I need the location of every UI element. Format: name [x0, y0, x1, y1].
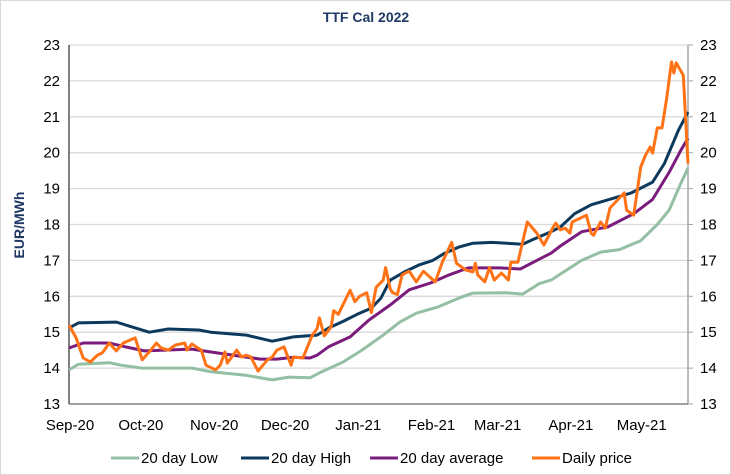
legend-label: 20 day High — [271, 450, 351, 467]
legend-item: 20 day average — [370, 450, 503, 467]
y-tick-label: 19 — [43, 181, 60, 198]
series-lines — [67, 60, 690, 382]
secondary-y-tick-label: 13 — [700, 396, 717, 413]
secondary-y-tick-label: 20 — [700, 145, 717, 162]
secondary-y-tick-label: 16 — [700, 288, 717, 305]
x-tick-label: May-21 — [617, 417, 667, 434]
x-tick-label: Dec-20 — [261, 417, 309, 434]
series-line-daily-price — [67, 60, 690, 373]
y-tick-label: 20 — [43, 145, 60, 162]
y-tick-label: 22 — [43, 73, 60, 90]
y-tick-label: 15 — [43, 324, 60, 341]
y-tick-label: 23 — [43, 37, 60, 54]
chart-title: TTF Cal 2022 — [323, 9, 410, 25]
legend: 20 day Low 20 day High 20 day average Daily… — [111, 450, 632, 467]
x-tick-label: Nov-20 — [190, 417, 238, 434]
legend-label: 20 day Low — [141, 450, 218, 467]
legend-item: Daily price — [532, 450, 632, 467]
y-tick-label: 17 — [43, 252, 60, 269]
axes: 13 14 15 16 17 18 19 20 21 22 23 13 14 15 16 17 18 19 20 21… — [43, 37, 716, 434]
y-tick-label: 13 — [43, 396, 60, 413]
series-line-20-day-average — [68, 137, 690, 361]
y-tick-label: 14 — [43, 360, 60, 377]
y-tick-label: 21 — [43, 109, 60, 126]
x-tick-label: Feb-21 — [408, 417, 456, 434]
gridlines — [69, 44, 688, 369]
series-line-20-day-high — [68, 111, 690, 343]
y-tick-label: 18 — [43, 217, 60, 234]
secondary-y-tick-label: 21 — [700, 109, 717, 126]
secondary-y-tick-label: 22 — [700, 73, 717, 90]
y-axis-label: EUR/MWh — [11, 192, 27, 259]
y-tick-label: 16 — [43, 288, 60, 305]
x-tick-label: Apr-21 — [548, 417, 593, 434]
series-line-20-day-low — [68, 167, 690, 382]
secondary-y-tick-label: 19 — [700, 181, 717, 198]
secondary-y-tick-label: 23 — [700, 37, 717, 54]
x-tick-label: Sep-20 — [46, 417, 94, 434]
x-tick-label: Mar-21 — [474, 417, 522, 434]
legend-label: Daily price — [562, 450, 632, 467]
secondary-y-tick-label: 17 — [700, 252, 717, 269]
x-tick-label: Oct-20 — [118, 417, 163, 434]
legend-item: 20 day High — [241, 450, 351, 467]
secondary-y-tick-label: 18 — [700, 217, 717, 234]
secondary-y-tick-label: 14 — [700, 360, 717, 377]
legend-label: 20 day average — [400, 450, 503, 467]
secondary-y-tick-label: 15 — [700, 324, 717, 341]
x-tick-label: Jan-21 — [335, 417, 381, 434]
legend-item: 20 day Low — [111, 450, 218, 467]
